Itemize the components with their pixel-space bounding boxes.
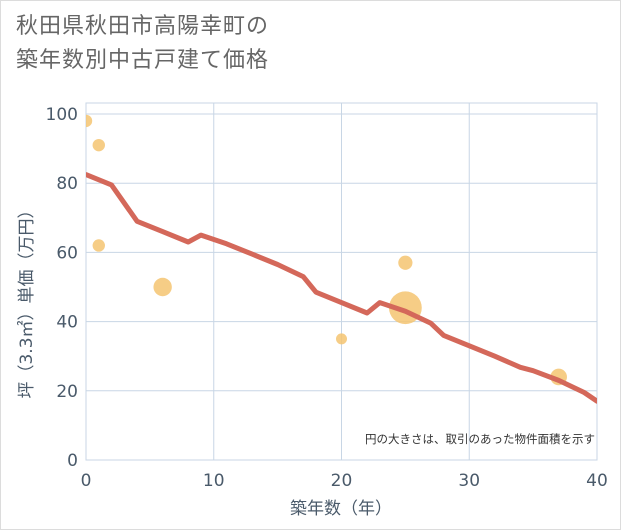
- chart-title-line2: 築年数別中古戸建て価格: [16, 48, 270, 73]
- bubble-point: [92, 239, 105, 252]
- bubble-point: [398, 255, 413, 270]
- x-tick-label: 0: [81, 471, 92, 491]
- bubble-point: [86, 114, 93, 128]
- bubble-point: [92, 138, 105, 152]
- x-tick-label: 30: [458, 471, 480, 491]
- y-tick-label: 0: [67, 451, 78, 471]
- trend-line: [86, 172, 597, 404]
- x-tick-label: 40: [586, 471, 608, 491]
- y-tick-labels: 0 20 40 60 80 100: [46, 105, 78, 471]
- y-tick-label: 100: [46, 105, 78, 125]
- y-axis-label: 坪（3.3㎡）単価（万円）: [17, 201, 37, 398]
- y-tick-label: 60: [56, 243, 78, 263]
- x-tick-labels: 0 10 20 30 40: [81, 471, 608, 491]
- trend-series: [86, 172, 597, 404]
- chart-title: 秋田県秋田市高陽幸町の 築年数別中古戸建て価格: [16, 10, 269, 78]
- x-tick-label: 20: [331, 471, 353, 491]
- x-tick-label: 10: [203, 471, 225, 491]
- y-tick-label: 20: [56, 382, 78, 402]
- y-tick-label: 40: [56, 313, 78, 333]
- chart-title-line1: 秋田県秋田市高陽幸町の: [16, 14, 270, 39]
- bubble-size-note: 円の大きさは、取引のあった物件面積を示す: [365, 432, 595, 446]
- grid-lines: [85, 103, 598, 461]
- bubble-point: [153, 277, 172, 297]
- bubble-point: [336, 333, 347, 345]
- x-axis-label: 築年数（年）: [290, 499, 392, 519]
- y-tick-label: 80: [56, 174, 78, 194]
